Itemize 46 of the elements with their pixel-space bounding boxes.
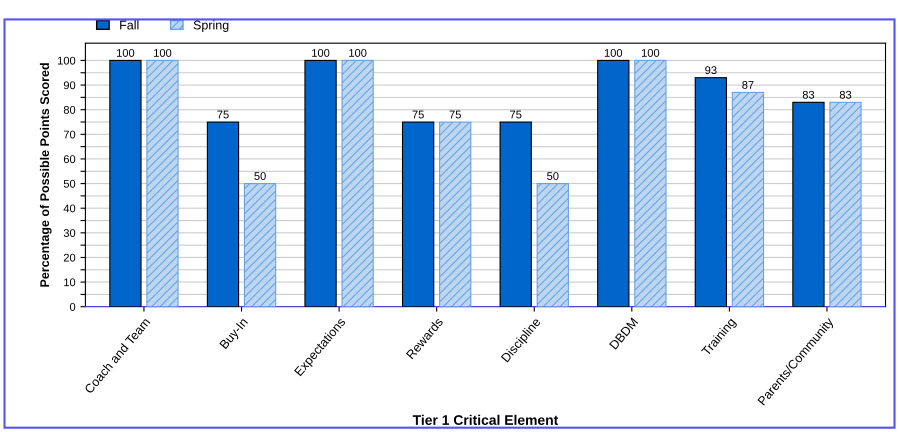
x-axis-title: Tier 1 Critical Element — [412, 414, 558, 425]
data-label: 50 — [547, 172, 559, 180]
y-tick-label: 60 — [64, 155, 76, 164]
bar — [146, 60, 179, 307]
data-label: 75 — [217, 110, 229, 118]
bar — [402, 121, 434, 307]
data-label: 50 — [254, 172, 266, 180]
data-label: 75 — [412, 110, 424, 118]
y-tick-label: 100 — [58, 56, 76, 65]
bar — [304, 60, 337, 307]
data-label: 100 — [604, 48, 622, 57]
y-tick-label: 30 — [64, 229, 76, 237]
y-tick-label: 0 — [70, 302, 76, 311]
data-label: 100 — [312, 48, 330, 57]
bar — [829, 102, 862, 307]
bar — [439, 121, 472, 307]
bar — [536, 183, 569, 307]
data-label: 100 — [642, 48, 660, 57]
y-tick-label: 10 — [64, 278, 76, 286]
data-label: 100 — [349, 48, 366, 57]
y-tick-label: 90 — [64, 81, 76, 90]
bar — [244, 183, 276, 307]
y-tick-label: 20 — [64, 254, 76, 262]
data-label: 100 — [154, 48, 172, 57]
data-label: 83 — [840, 90, 852, 99]
bar — [792, 102, 825, 307]
y-tick-label: 40 — [64, 204, 76, 212]
bar — [109, 60, 142, 307]
data-label: 83 — [802, 90, 814, 99]
bar — [500, 121, 532, 307]
y-axis-title: Percentage of Possible Points Scored — [40, 63, 52, 287]
data-label: 100 — [116, 48, 134, 57]
bar — [597, 60, 630, 307]
data-label: 75 — [510, 110, 522, 118]
bar — [206, 121, 240, 307]
bar — [732, 92, 764, 307]
y-tick-label: 70 — [64, 130, 76, 138]
bar — [634, 60, 667, 307]
data-label: 87 — [742, 81, 754, 89]
bar — [341, 60, 374, 307]
legend-label: Spring — [194, 20, 228, 32]
data-label: 75 — [450, 110, 461, 118]
y-tick-label: 50 — [64, 180, 76, 188]
y-tick-label: 80 — [64, 106, 76, 114]
data-label: 93 — [705, 66, 717, 74]
legend-label: Fall — [120, 20, 138, 30]
